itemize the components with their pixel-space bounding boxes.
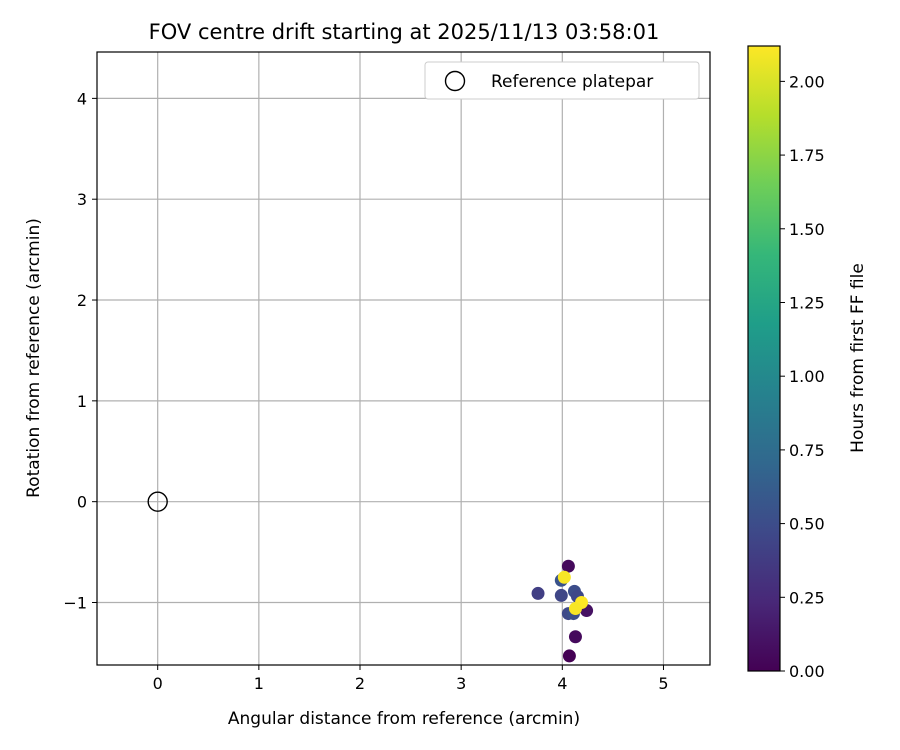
data-point [568, 630, 582, 644]
colorbar-tick-label: 0.50 [789, 515, 825, 534]
colorbar-ticks: 0.00 0.25 0.50 0.75 1.00 1.25 1.50 1.75 2.00 [780, 72, 825, 681]
y-tick-label: −1 [63, 593, 87, 612]
y-tick-label: 3 [77, 190, 87, 209]
legend: Reference platepar [424, 61, 700, 100]
y-axis-label: Rotation from reference (arcmin) [24, 218, 44, 498]
plot-frame [96, 51, 711, 666]
legend-label-reference: Reference platepar [491, 72, 653, 92]
grid [97, 52, 710, 665]
y-tick-label: 4 [77, 89, 87, 108]
colorbar-tick-label: 0.25 [789, 588, 825, 607]
colorbar: 0.00 0.25 0.50 0.75 1.00 1.25 1.50 1.75 2.00 Hou… [747, 45, 868, 681]
x-tick-label: 1 [254, 674, 264, 693]
data-point [557, 570, 571, 584]
x-tick-label: 4 [557, 674, 567, 693]
colorbar-gradient [747, 45, 781, 672]
colorbar-tick-label: 1.75 [789, 146, 825, 165]
colorbar-tick-label: 1.50 [789, 220, 825, 239]
x-axis-label: Angular distance from reference (arcmin) [228, 709, 580, 729]
colorbar-tick-label: 2.00 [789, 72, 825, 91]
chart-title: FOV centre drift starting at 2025/11/13 … [149, 20, 660, 44]
reference-platepar-marker [147, 491, 168, 512]
data-point [554, 588, 568, 602]
x-tick-label: 3 [456, 674, 466, 693]
y-tick-label: 2 [77, 291, 87, 310]
y-tick-label: 0 [77, 493, 87, 512]
colorbar-tick-label: 1.25 [789, 293, 825, 312]
x-tick-label: 5 [658, 674, 668, 693]
data-point [531, 586, 545, 600]
x-ticks: 0 1 2 3 4 5 [153, 665, 669, 693]
colorbar-tick-label: 0.75 [789, 441, 825, 460]
colorbar-tick-label: 0.00 [789, 662, 825, 681]
legend-box [424, 61, 700, 100]
data-point [562, 649, 576, 663]
y-ticks: −1 0 1 2 3 4 [63, 89, 97, 612]
x-tick-label: 0 [153, 674, 163, 693]
x-tick-label: 2 [355, 674, 365, 693]
legend-marker-reference [444, 70, 466, 92]
data-point [561, 559, 575, 573]
y-tick-label: 1 [77, 392, 87, 411]
colorbar-label: Hours from first FF file [848, 263, 868, 453]
data-point [568, 602, 582, 616]
scatter-points [147, 491, 594, 663]
colorbar-tick-label: 1.00 [789, 367, 825, 386]
